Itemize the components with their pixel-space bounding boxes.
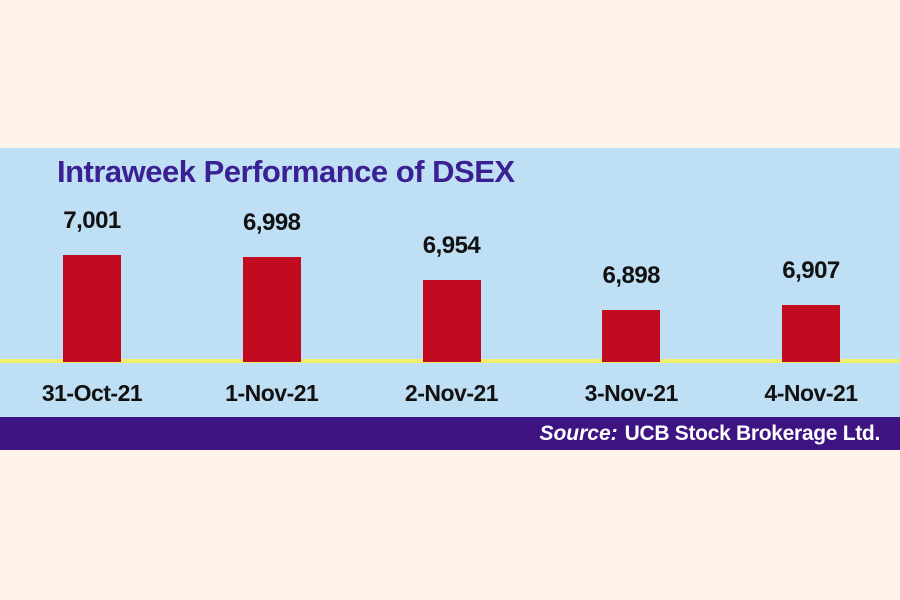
source-label: Source:	[539, 422, 618, 445]
chart-title: Intraweek Performance of DSEX	[57, 154, 515, 189]
bar	[422, 280, 481, 362]
bar	[782, 305, 840, 362]
x-axis-label: 31-Oct-21	[41, 380, 143, 406]
bar-value-label: 7,001	[63, 207, 121, 234]
x-axis-label: 1-Nov-21	[225, 380, 319, 406]
source-bar: Source: UCB Stock Brokerage Ltd.	[0, 417, 900, 450]
bar-value-label: 6,898	[602, 262, 661, 289]
bar	[242, 257, 301, 362]
source-text: UCB Stock Brokerage Ltd.	[624, 422, 881, 445]
bar-value-label: 6,954	[422, 232, 481, 259]
chart-panel: Intraweek Performance of DSEX 7,001 6,998…	[0, 148, 900, 417]
x-axis-label: 3-Nov-21	[584, 380, 679, 406]
x-axis-label: 2-Nov-21	[404, 380, 499, 406]
bar-value-label: 6,998	[242, 209, 301, 236]
bar-value-label: 6,907	[782, 257, 840, 284]
x-axis-label: 4-Nov-21	[764, 380, 858, 406]
bar	[63, 255, 121, 362]
bar	[602, 310, 661, 362]
